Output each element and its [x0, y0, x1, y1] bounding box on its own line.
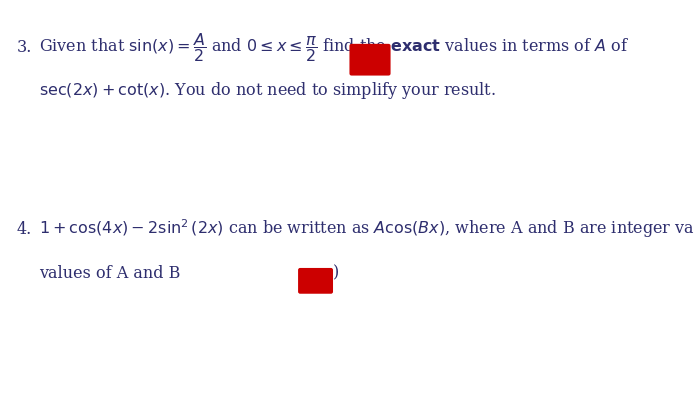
Text: Given that $\sin(x) = \dfrac{A}{2}$ and $0 \leq x \leq \dfrac{\pi}{2}$ find the : Given that $\sin(x) = \dfrac{A}{2}$ and …	[39, 31, 629, 64]
Text: values of A and B: values of A and B	[39, 265, 180, 282]
Text: $1 + \cos(4x) - 2\sin^{2}(2x)$ can be written as $A\cos(Bx)$, where A and B are : $1 + \cos(4x) - 2\sin^{2}(2x)$ can be wr…	[39, 217, 694, 240]
FancyBboxPatch shape	[350, 44, 391, 76]
Text: ): )	[333, 265, 339, 282]
FancyBboxPatch shape	[298, 268, 333, 294]
Text: 4.: 4.	[17, 221, 32, 238]
Text: $\sec(2x) + \cot(x)$. You do not need to simplify your result.: $\sec(2x) + \cot(x)$. You do not need to…	[39, 81, 496, 101]
Text: 3.: 3.	[17, 39, 32, 56]
